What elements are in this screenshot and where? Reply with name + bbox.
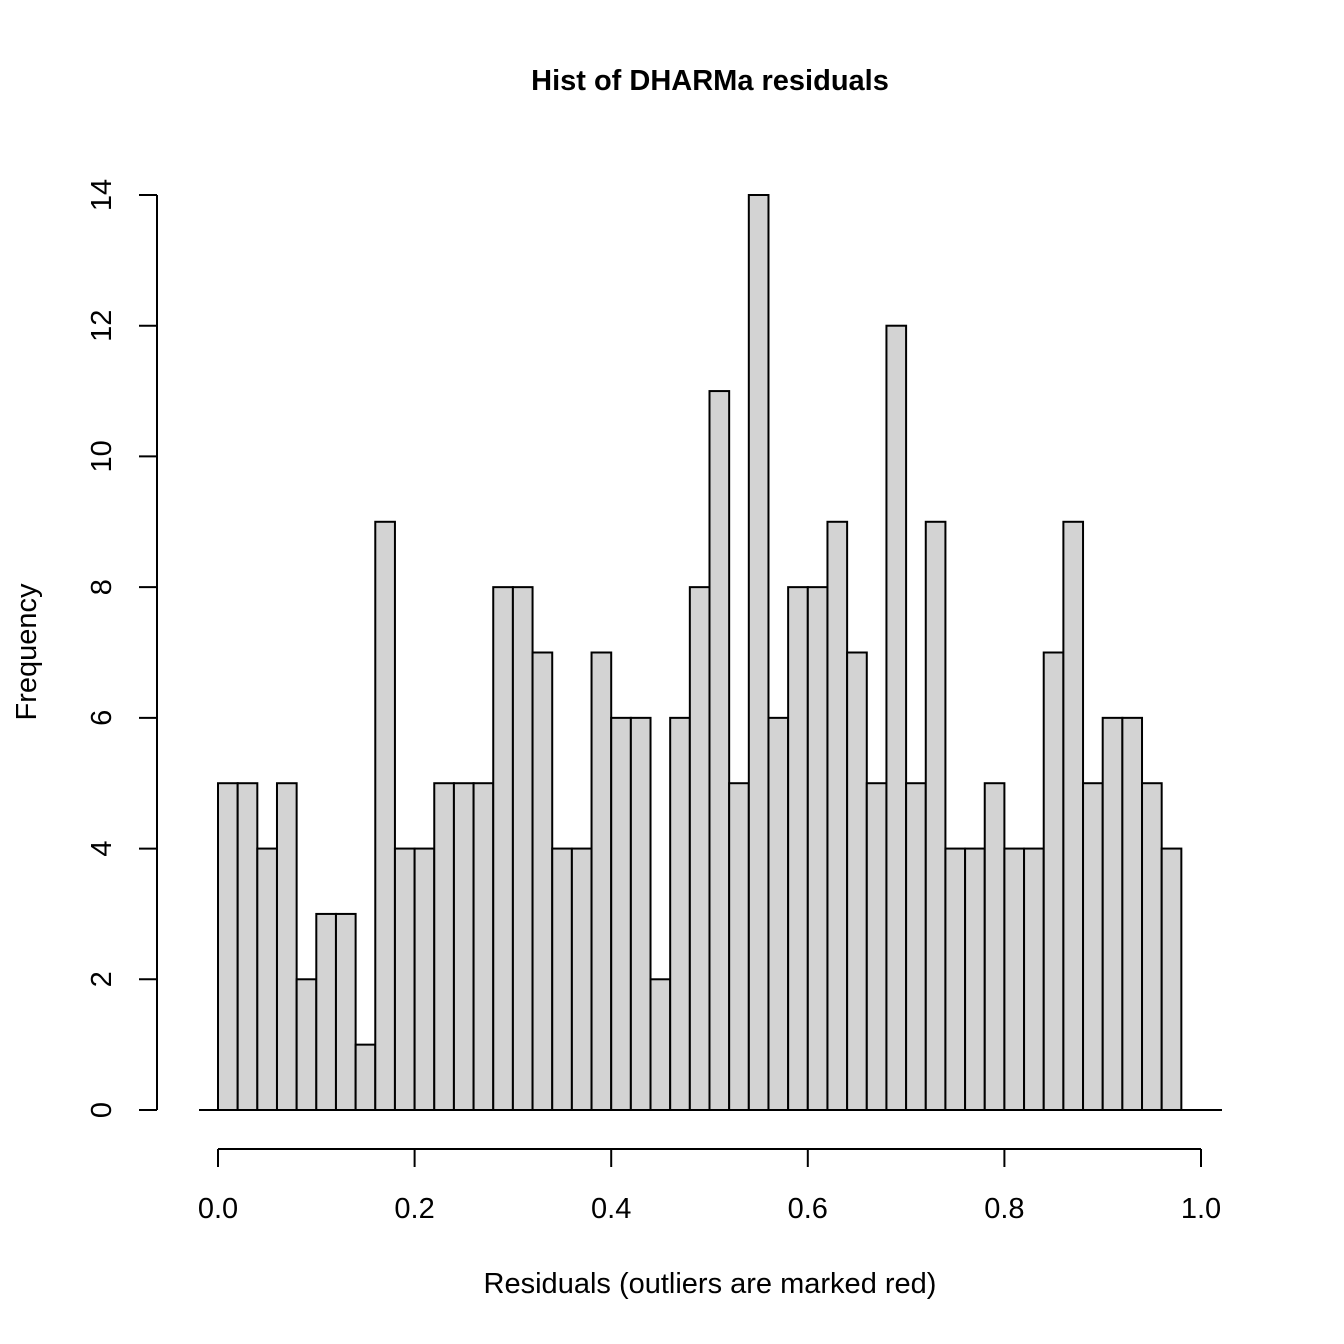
x-tick-label: 1.0 — [1181, 1193, 1221, 1225]
histogram-bar — [649, 978, 672, 1111]
histogram-bar — [747, 194, 770, 1111]
histogram-bar — [846, 651, 868, 1111]
histogram-bar — [1121, 716, 1144, 1111]
histogram-bar — [806, 586, 829, 1111]
histogram-bar — [865, 782, 888, 1111]
y-tick-label: 12 — [86, 310, 118, 342]
y-tick-label: 6 — [86, 710, 118, 726]
x-axis: 0.0 0.2 0.4 0.6 0.8 1.0 — [198, 1148, 1221, 1225]
histogram-bar — [472, 782, 495, 1111]
y-tick-label: 2 — [86, 971, 118, 987]
histogram-bar — [885, 324, 908, 1111]
histogram-bar — [570, 847, 593, 1111]
y-axis-label: Frequency — [11, 583, 43, 721]
histogram-bar — [452, 782, 475, 1111]
histogram-bar — [511, 586, 534, 1111]
histogram-bar — [1062, 520, 1085, 1111]
histogram-bar — [728, 782, 750, 1111]
histogram-bar — [944, 847, 967, 1111]
histogram-bar — [826, 520, 849, 1111]
histogram-bar — [1042, 651, 1065, 1111]
histogram-bar — [315, 912, 337, 1112]
histogram-bar — [964, 847, 986, 1111]
histogram-bar — [983, 782, 1006, 1111]
x-tick-label: 0.6 — [788, 1193, 828, 1225]
histogram-bar — [688, 586, 711, 1111]
histogram-bar — [1101, 716, 1124, 1111]
histogram-bar — [767, 716, 790, 1111]
histogram-bar — [492, 586, 514, 1111]
histogram-bar — [590, 651, 613, 1111]
histogram-bar — [217, 782, 239, 1111]
histogram-bar — [295, 978, 318, 1111]
x-tick-label: 0.8 — [984, 1193, 1024, 1225]
histogram-bar — [905, 782, 927, 1111]
histogram-bar — [1023, 847, 1045, 1111]
chart-title: Hist of DHARMa residuals — [531, 65, 889, 97]
histogram-bar — [413, 847, 436, 1111]
y-tick-label: 10 — [86, 440, 118, 472]
histogram-bar — [374, 520, 396, 1111]
histogram-bar — [354, 1043, 377, 1111]
x-tick-label: 0.2 — [394, 1193, 434, 1225]
histogram-bar — [1160, 847, 1183, 1111]
y-tick-label: 4 — [86, 841, 118, 857]
histogram-bar — [629, 716, 652, 1111]
histogram-bar — [1082, 782, 1104, 1111]
x-axis-label: Residuals (outliers are marked red) — [484, 1268, 937, 1300]
histogram-bar — [669, 716, 691, 1111]
x-tick-label: 0.0 — [198, 1193, 238, 1225]
histogram-bar — [708, 390, 731, 1112]
histogram-bar — [924, 520, 947, 1111]
y-tick-label: 0 — [86, 1102, 118, 1118]
histogram-bar — [433, 782, 455, 1111]
histogram-bar — [551, 847, 573, 1111]
y-tick-label: 14 — [86, 179, 118, 211]
histogram-bar — [256, 847, 278, 1111]
y-tick-label: 8 — [86, 579, 118, 595]
y-axis: 0 2 4 6 8 10 12 14 — [86, 179, 158, 1118]
histogram-bar — [334, 912, 357, 1112]
histogram-bar — [393, 847, 416, 1111]
histogram-bar — [1141, 782, 1163, 1111]
histogram-bar — [236, 782, 259, 1111]
histogram-bar — [787, 586, 809, 1111]
histogram-bar — [531, 651, 554, 1111]
x-tick-label: 0.4 — [591, 1193, 631, 1225]
bars-group — [217, 194, 1183, 1112]
histogram-bar — [1003, 847, 1026, 1111]
histogram-bar — [610, 716, 632, 1111]
histogram-bar — [275, 782, 298, 1111]
